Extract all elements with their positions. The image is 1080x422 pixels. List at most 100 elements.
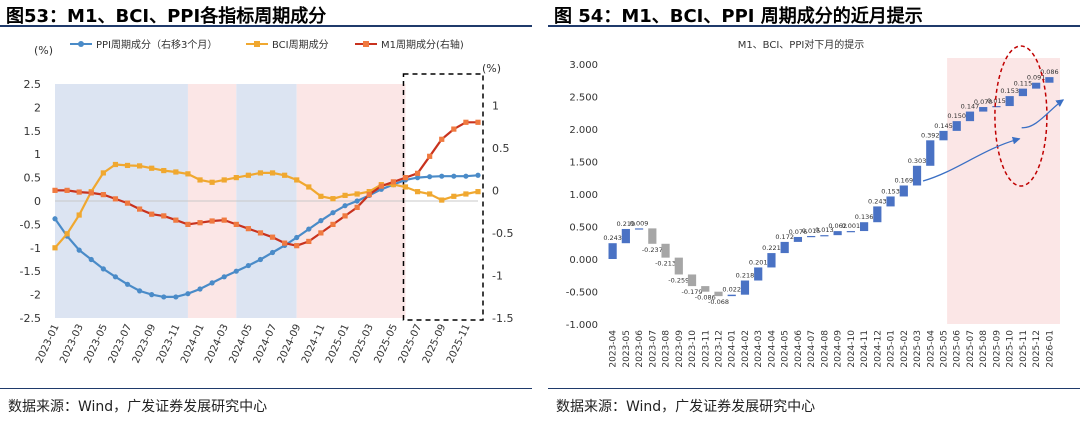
x-tick-label: 2024-01 <box>728 330 738 368</box>
x-tick-label: 2025-02 <box>900 330 910 368</box>
data-point <box>185 291 191 297</box>
footer-rule <box>0 388 532 389</box>
x-tick-label: 2023-10 <box>688 330 698 368</box>
data-point <box>197 220 203 226</box>
data-point <box>366 192 372 198</box>
bar-value-label: 0.091 <box>1027 74 1046 82</box>
y-tick-label: 0.500 <box>569 223 598 234</box>
right-axis-tick: -1.5 <box>492 312 513 325</box>
bar-value-label: -0.213 <box>655 260 676 268</box>
trend-arrow <box>1021 99 1065 129</box>
bar-value-label: 0.013 <box>815 226 834 234</box>
highlight-ellipse <box>994 45 1048 187</box>
left-axis-unit: (%) <box>34 44 53 57</box>
x-tick-label: 2025-12 <box>1032 330 1042 368</box>
bar-value-label: 0.169 <box>894 176 913 184</box>
bar-value-label: 0.015 <box>987 97 1006 105</box>
bar-value-label: -0.259 <box>668 276 689 284</box>
left-axis-tick: 2.5 <box>24 78 42 91</box>
waterfall-bar <box>833 231 842 236</box>
bar-value-label: 0.009 <box>630 219 649 227</box>
bar-value-label: 0.015 <box>802 227 821 235</box>
bar-value-label: 0.145 <box>934 122 953 130</box>
x-tick-label: 2023-05 <box>622 330 632 368</box>
bar-value-label: 0.076 <box>789 228 808 236</box>
data-point <box>306 238 312 245</box>
right-axis-tick: -0.5 <box>492 227 513 240</box>
waterfall-bar <box>674 257 683 275</box>
data-point <box>221 274 227 280</box>
x-tick-label: 2023-11 <box>701 330 711 368</box>
y-tick-label: 2.000 <box>569 125 598 136</box>
data-point <box>161 294 167 300</box>
data-point <box>269 249 276 256</box>
x-tick-label: 2023-06 <box>635 330 645 368</box>
bar-value-label: 0.219 <box>617 220 636 228</box>
waterfall-bar <box>899 185 908 197</box>
left-axis-tick: 1.5 <box>24 125 42 138</box>
data-point <box>76 247 82 253</box>
data-point <box>209 179 215 185</box>
x-tick-label: 2025-11 <box>445 323 473 366</box>
data-point <box>233 175 239 181</box>
y-tick-label: 1.000 <box>569 190 598 201</box>
waterfall-bar <box>714 291 723 297</box>
x-tick-label: 2024-05 <box>227 323 255 366</box>
x-tick-label: 2023-04 <box>609 330 619 368</box>
x-tick-label: 2024-07 <box>807 330 817 368</box>
data-point <box>378 183 384 189</box>
data-point <box>161 213 167 219</box>
x-tick-label: 2023-05 <box>82 323 110 366</box>
left-axis-tick: 1 <box>34 148 41 161</box>
figure-54-panel: 图 54：M1、BCI、PPI 周期成分的近月提示 M1、BCI、PPI对下月的… <box>548 0 1080 422</box>
data-point <box>76 212 82 218</box>
x-tick-label: 2023-12 <box>715 330 725 368</box>
waterfall-bar <box>992 106 1001 108</box>
data-point <box>197 177 203 183</box>
legend-swatch-marker <box>78 41 84 47</box>
data-point <box>342 203 348 209</box>
data-point <box>100 170 106 176</box>
left-axis-tick: -0.5 <box>20 218 41 231</box>
x-tick-label: 2025-04 <box>926 330 936 368</box>
data-point <box>52 216 58 222</box>
waterfall-bar <box>767 253 776 268</box>
bar-value-label: 0.243 <box>868 197 887 205</box>
x-tick-label: 2023-07 <box>107 323 135 366</box>
waterfall-bar <box>952 121 961 131</box>
legend-swatch-marker <box>363 41 369 47</box>
bar-value-label: 0.172 <box>775 233 794 241</box>
x-tick-label: 2024-09 <box>834 330 844 368</box>
data-point <box>100 266 106 272</box>
bar-value-label: 0.201 <box>749 258 768 266</box>
data-point <box>451 126 457 132</box>
x-tick-label: 2025-09 <box>992 330 1002 368</box>
figure-54-title: 图 54：M1、BCI、PPI 周期成分的近月提示 <box>554 6 923 27</box>
x-tick-label: 2024-09 <box>276 323 304 366</box>
waterfall-bar <box>687 274 697 287</box>
waterfall-bar <box>793 236 803 242</box>
x-tick-label: 2024-06 <box>794 330 804 368</box>
data-point <box>173 217 179 223</box>
data-point <box>112 161 119 168</box>
data-point <box>149 211 155 217</box>
data-point <box>245 172 251 178</box>
data-point <box>354 198 360 204</box>
data-point <box>402 175 409 181</box>
bar-value-label: 0.070 <box>974 98 993 106</box>
data-point <box>76 189 82 195</box>
bar-value-label: 0.392 <box>921 131 940 139</box>
x-tick-label: 2025-01 <box>887 330 897 368</box>
waterfall-bar <box>1018 88 1028 97</box>
bar-value-label: 0.001 <box>842 222 861 230</box>
x-tick-label: 2023-07 <box>648 330 658 368</box>
waterfall-bar <box>979 107 988 112</box>
data-point <box>245 262 251 269</box>
data-point <box>366 189 372 195</box>
x-tick-label: 2025-05 <box>940 330 950 368</box>
title-rule <box>548 25 1080 27</box>
data-point <box>306 226 312 232</box>
data-point <box>282 240 288 246</box>
data-point <box>354 191 360 197</box>
highlight-region <box>947 58 1060 324</box>
